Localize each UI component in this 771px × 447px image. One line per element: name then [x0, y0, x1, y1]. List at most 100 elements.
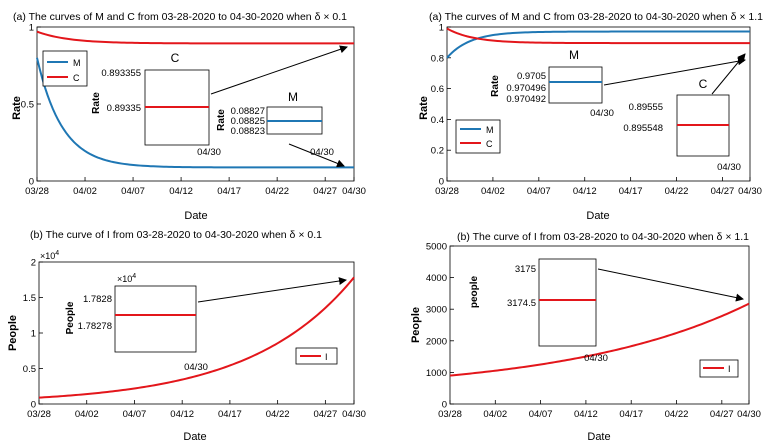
- chart-a1-y-ticks: 00.51: [21, 23, 41, 188]
- chart-b1-plot-area: [38, 261, 355, 405]
- a2-x-tick-label: 04/27: [711, 186, 735, 197]
- chart-a1-inset-C-ylabel: Rate: [91, 92, 102, 114]
- chart-a2-plot-area: [446, 26, 751, 182]
- b1-x-tick-label: 03/28: [27, 409, 51, 420]
- chart-a1-inset-C-label: C: [171, 51, 180, 65]
- b2-x-tick-label: 04/22: [665, 409, 689, 420]
- a2-y-tick-label: 0.2: [431, 146, 444, 157]
- b2-y-tick-label: 5000: [426, 242, 447, 253]
- chart-a1-inset-M-xlabel: 04/30: [310, 147, 334, 158]
- b2-x-tick-label: 04/12: [574, 409, 598, 420]
- a2-y-tick-label: 0: [439, 177, 444, 188]
- chart-a2-inset-C-xlabel: 04/30: [717, 162, 741, 173]
- chart-a2-inset-M-xlabel: 04/30: [590, 108, 614, 119]
- chart-b1: (b) The curve of I from 03-28-2020 to 04…: [7, 229, 366, 443]
- b2-x-tick-label: 04/17: [619, 409, 643, 420]
- a1-y-tick-label: 0.5: [21, 100, 34, 111]
- chart-a1-inset-M-ytick-1: 0.08825: [231, 116, 265, 127]
- chart-b1-y-exponent: ×104: [40, 250, 59, 261]
- chart-b2-y-ticks: 0 1000 2000 3000 4000 5000: [426, 242, 454, 411]
- a2-y-tick-label: 0.4: [431, 115, 444, 126]
- chart-a2-x-label: Date: [586, 210, 609, 222]
- chart-a2-y-ticks: 0 0.2 0.4 0.6 0.8 1: [431, 23, 451, 188]
- chart-a1-arrow-M: [288, 143, 345, 168]
- chart-a1-legend: M C: [42, 50, 88, 87]
- b2-y-tick-label: 2000: [426, 336, 447, 347]
- b2-x-tick-label: 04/27: [710, 409, 734, 420]
- a2-y-tick-label: 0.6: [431, 84, 444, 95]
- b1-y-tick-label: 0.5: [23, 364, 36, 375]
- chart-b2-arrow: [597, 268, 744, 302]
- chart-a1-inset-C-ytick-0: 0.893355: [101, 68, 141, 79]
- chart-b1-inset-exponent: ×104: [117, 273, 136, 284]
- chart-b1-x-label: Date: [183, 431, 206, 443]
- b1-x-tick-label: 04/07: [123, 409, 147, 420]
- b1-y-tick-label: 2: [31, 258, 36, 269]
- a1-x-tick-label: 04/02: [73, 186, 97, 197]
- chart-b1-inset-ytick-1: 1.78278: [78, 321, 112, 332]
- chart-b1-arrow: [197, 277, 347, 303]
- chart-a1-inset-M: M 0.08827 0.08825 0.08823 Rate 04/30: [216, 90, 334, 158]
- chart-a1-inset-M-ytick-0: 0.08827: [231, 106, 265, 117]
- chart-a2-legend-M-label: M: [486, 125, 494, 135]
- chart-b2-inset-ytick-1: 3174.5: [507, 298, 536, 309]
- chart-a2-x-ticks: 03/28 04/02 04/07 04/12 04/17 04/22 04/27 04/30: [435, 177, 762, 197]
- chart-a1-x-label: Date: [184, 210, 207, 222]
- a1-x-tick-label: 04/07: [121, 186, 145, 197]
- chart-a1-inset-M-ytick-2: 0.08823: [231, 126, 265, 137]
- chart-a2-inset-M-ytick-2: 0.970492: [506, 94, 546, 105]
- chart-a1-arrow-C: [210, 45, 348, 95]
- chart-a2-inset-C-ytick-1: 0.895548: [623, 123, 663, 134]
- a1-x-tick-label: 04/27: [313, 186, 337, 197]
- a2-x-tick-label: 04/22: [665, 186, 689, 197]
- chart-b1-inset-ytick-0: 1.7828: [83, 294, 112, 305]
- chart-b2-legend: I: [699, 359, 739, 378]
- a2-x-tick-label: 04/02: [481, 186, 505, 197]
- a2-x-tick-label: 04/30: [738, 186, 762, 197]
- b1-x-tick-label: 04/30: [342, 409, 366, 420]
- a1-x-tick-label: 03/28: [25, 186, 49, 197]
- a2-x-tick-label: 04/07: [527, 186, 551, 197]
- b1-y-tick-label: 0: [31, 400, 36, 411]
- chart-b2-inset-xlabel: 04/30: [584, 353, 608, 364]
- chart-b1-legend-I-label: I: [325, 352, 328, 362]
- chart-a2-arrow-M: [603, 57, 746, 86]
- chart-a1-x-ticks: 03/28 04/02 04/07 04/12 04/17 04/22 04/27 04/30: [25, 177, 366, 197]
- chart-b2-y-label: People: [410, 307, 422, 343]
- chart-a2-arrow-C: [711, 53, 746, 95]
- chart-b1-inset: ×104 1.7828 1.78278 People 04/30: [65, 273, 208, 373]
- chart-a2-y-label: Rate: [418, 96, 430, 120]
- chart-a1-y-label: Rate: [11, 96, 23, 120]
- chart-b2: (b) The curve of I from 03-28-2020 to 04…: [410, 231, 761, 443]
- a2-x-tick-label: 04/12: [573, 186, 597, 197]
- chart-b1-series-I-line: [38, 276, 355, 399]
- chart-a1-title: (a) The curves of M and C from 03-28-202…: [13, 11, 347, 23]
- chart-b2-x-ticks: 03/28 04/02 04/07 04/12 04/17 04/22 04/27 04/30: [438, 400, 761, 420]
- chart-a2-inset-M-ytick-1: 0.970496: [506, 83, 546, 94]
- chart-b1-inset-xlabel: 04/30: [184, 362, 208, 373]
- chart-b2-inset-ytick-0: 3175: [515, 264, 536, 275]
- chart-a2: (a) The curves of M and C from 03-28-202…: [418, 11, 763, 222]
- chart-a2-inset-M: M 0.9705 0.970496 0.970492 Rate 04/30: [490, 48, 614, 119]
- chart-b1-inset-ylabel: People: [65, 301, 76, 334]
- chart-b2-title: (b) The curve of I from 03-28-2020 to 04…: [457, 231, 749, 243]
- b2-x-tick-label: 04/02: [483, 409, 507, 420]
- a2-y-tick-label: 1: [439, 23, 444, 34]
- chart-a1: (a) The curves of M and C from 03-28-202…: [11, 11, 366, 222]
- chart-b2-series-I-line: [449, 302, 750, 377]
- b2-y-tick-label: 1000: [426, 368, 447, 379]
- chart-a2-inset-C: C 0.89555 0.895548 04/30: [623, 77, 741, 173]
- chart-a2-inset-M-ylabel: Rate: [490, 75, 501, 97]
- a1-x-tick-label: 04/22: [265, 186, 289, 197]
- chart-b1-y-label: People: [7, 315, 19, 351]
- b1-x-tick-label: 04/02: [75, 409, 99, 420]
- chart-a1-legend-C-label: C: [73, 73, 80, 83]
- chart-a2-inset-M-label: M: [569, 48, 579, 62]
- b2-x-tick-label: 03/28: [438, 409, 462, 420]
- chart-b1-legend: I: [295, 347, 338, 365]
- chart-b2-legend-I-label: I: [728, 364, 731, 374]
- chart-a1-inset-M-label: M: [288, 90, 298, 104]
- a1-y-tick-label: 1: [29, 23, 34, 34]
- chart-a2-legend: M C: [455, 119, 501, 154]
